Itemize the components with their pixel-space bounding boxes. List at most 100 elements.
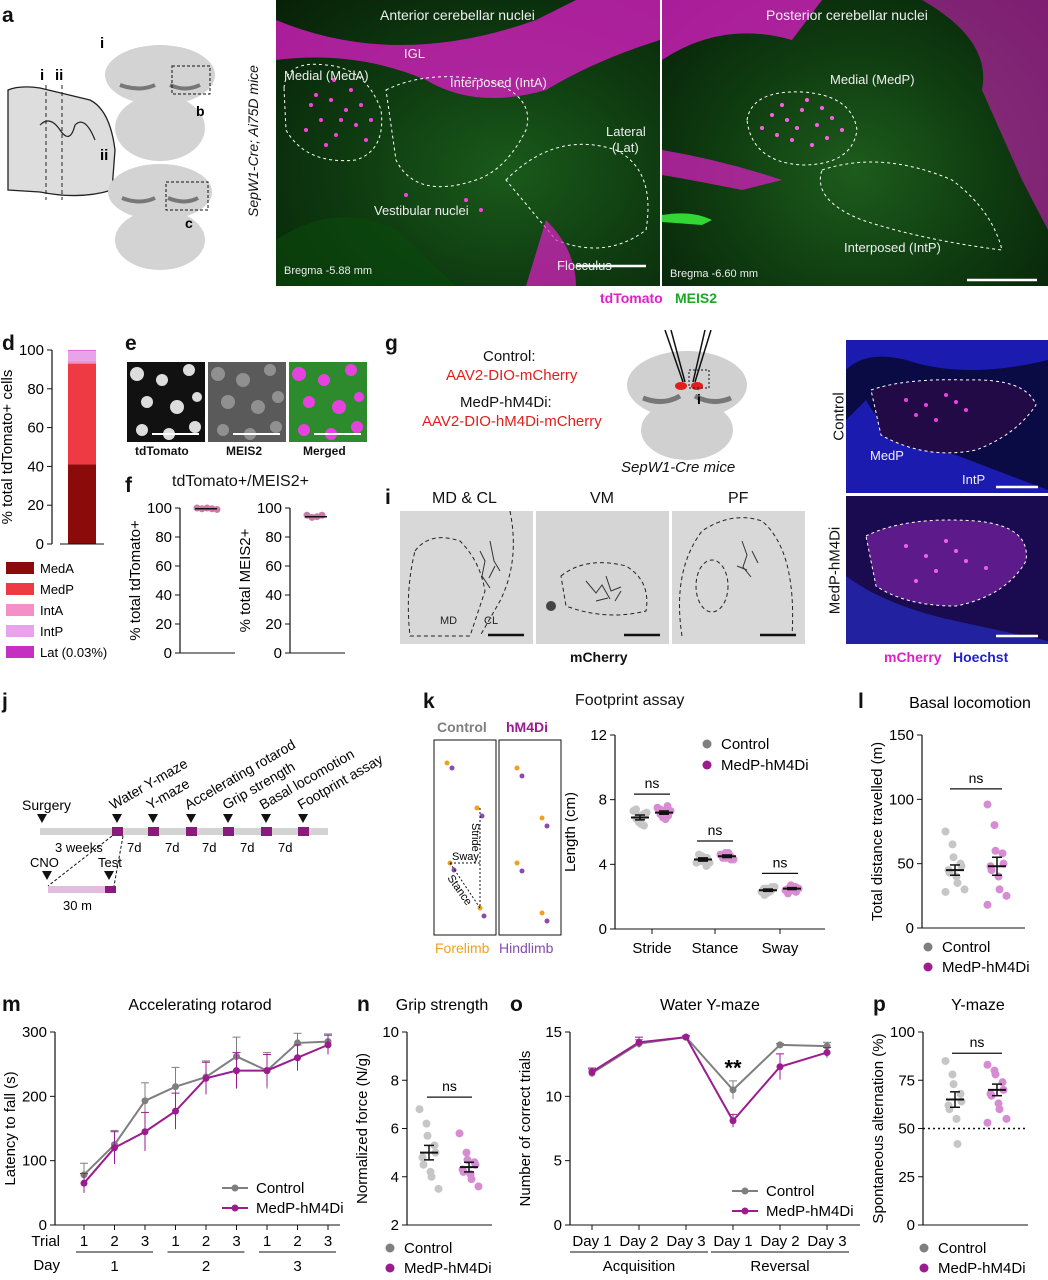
j-surgery: Surgery <box>22 797 71 813</box>
h-hoechst-label: Hoechst <box>953 649 1009 665</box>
n-control-point <box>434 1184 443 1193</box>
d-legend-swatch <box>6 646 34 658</box>
o-point <box>823 1049 831 1057</box>
o-x-tick-label: Day 2 <box>760 1233 799 1250</box>
n-hm4di-point <box>462 1148 471 1157</box>
m-y-tick-label: 0 <box>39 1217 47 1234</box>
meda-label: Medial (MedA) <box>284 68 369 83</box>
f-title: tdTomato+/MEIS2+ <box>172 473 309 490</box>
n-hm4di-legend-marker <box>385 1263 395 1273</box>
l-y-tick-label: 100 <box>889 791 914 808</box>
flocculus-label: Flocculus <box>557 258 612 273</box>
d-y-tick-label: 100 <box>19 342 44 359</box>
p-hm4di-point <box>983 1060 992 1069</box>
coronal-section-i-icon <box>105 45 215 161</box>
f1-y-tick-label: 20 <box>155 616 172 633</box>
d-legend-swatch <box>6 604 34 616</box>
d-legend-label: Lat (0.03%) <box>40 645 107 660</box>
n-control-point <box>422 1119 431 1128</box>
f2-y-tick-label: 0 <box>274 645 282 662</box>
panel-label-l: l <box>858 690 864 713</box>
chart-f1: 0 20 40 60 80 100% total tdTomato+ <box>127 500 235 662</box>
m-point <box>202 1074 210 1082</box>
o-point <box>729 1117 737 1125</box>
footprint-schematic: Stride Sway Stance <box>433 739 562 936</box>
chart-o: Water Y-maze 0 5 10 15 Number of correct tria… <box>517 997 860 1275</box>
m-legend-label: MedP-hM4Di <box>256 1200 344 1217</box>
f2-y-tick-label: 40 <box>265 587 282 604</box>
o-line-control <box>591 1036 828 1092</box>
l-control-point <box>949 853 958 862</box>
i-title-1: MD & CL <box>432 490 497 507</box>
o-y-tick-label: 15 <box>545 1024 562 1041</box>
k-sig-label: ns <box>708 822 723 838</box>
panel-label-k: k <box>423 690 435 713</box>
j-min: 30 m <box>63 898 92 913</box>
o-point <box>729 1086 737 1094</box>
o-y-tick-label: 0 <box>554 1217 562 1234</box>
panel-label-m: m <box>2 993 21 1016</box>
micrograph-h-control: MedP IntP <box>846 340 1048 493</box>
panel-label-a: a <box>2 4 14 27</box>
k-title: Footprint assay <box>575 692 685 709</box>
m-trial-tick-label: 1 <box>171 1233 179 1250</box>
p-hm4di-legend-marker <box>919 1263 929 1273</box>
n-y-tick-label: 2 <box>391 1217 399 1234</box>
o-point <box>682 1033 690 1041</box>
l-hm4di-legend-marker <box>923 962 933 972</box>
panel-label-d: d <box>2 332 15 355</box>
p-y-label: Spontaneous alternation (%) <box>870 1033 887 1223</box>
p-title: Y-maze <box>951 997 1005 1014</box>
m-legend-marker <box>231 1184 239 1192</box>
panel-label-i: i <box>385 486 391 509</box>
n-control-legend-label: Control <box>404 1240 452 1257</box>
m-point <box>80 1179 88 1187</box>
k-hm4di-point <box>661 815 670 824</box>
j-weeks: 3 weeks <box>55 840 103 855</box>
d-y-tick-label: 0 <box>36 536 44 553</box>
f2-y-tick-label: 80 <box>265 529 282 546</box>
p-control-legend-marker <box>919 1243 929 1253</box>
n-y-tick-label: 10 <box>382 1024 399 1041</box>
l-control-point <box>953 878 962 887</box>
lat-label-line1: Lateral <box>606 124 646 139</box>
p-hm4di-point <box>983 1118 992 1127</box>
o-line-hm4di <box>591 1036 828 1123</box>
d-legend-swatch <box>6 625 34 637</box>
j-test: Test <box>98 855 122 870</box>
surgery-marker-icon <box>37 814 47 823</box>
f1-y-tick-label: 60 <box>155 558 172 575</box>
merged-tile <box>289 362 367 442</box>
m-trial-tick-label: 2 <box>110 1233 118 1250</box>
p-hm4di-point <box>1002 1114 1011 1123</box>
p-y-tick-label: 0 <box>907 1217 915 1234</box>
p-control-legend-label: Control <box>938 1240 986 1257</box>
m-y-label: Latency to fall (s) <box>2 1071 19 1185</box>
i-md-label: MD <box>440 615 458 627</box>
f2-y-tick-label: 100 <box>257 500 282 517</box>
k-sig-label: ns <box>645 775 660 791</box>
tdtomato-tile <box>127 362 205 442</box>
injection-schematic: i <box>627 330 747 460</box>
m-trial-tick-label: 3 <box>141 1233 149 1250</box>
n-y-tick-label: 4 <box>391 1169 399 1186</box>
d-y-tick-label: 20 <box>27 497 44 514</box>
e-label-merged: Merged <box>303 444 346 458</box>
m-trial-tick-label: 3 <box>232 1233 240 1250</box>
timeline-j: Surgery 3 weeks 7d 7d 7d 7d 7d CNO Test … <box>22 736 385 913</box>
p-control-point <box>948 1070 957 1079</box>
g-hm4di-label: MedP-hM4Di: <box>460 394 552 411</box>
d-y-tick-label: 60 <box>27 420 44 437</box>
l-control-point <box>941 887 950 896</box>
o-point <box>635 1038 643 1046</box>
l-control-point <box>960 885 969 894</box>
m-day-tick-label: 1 <box>110 1258 118 1275</box>
o-x-tick-label: Day 3 <box>666 1233 705 1250</box>
p-control-point <box>941 1056 950 1065</box>
n-control-point <box>415 1105 424 1114</box>
j-day-3: 7d <box>240 840 254 855</box>
bregma-c-label: Bregma -6.60 mm <box>670 268 759 280</box>
m-legend-marker <box>231 1204 239 1212</box>
box-b-label: b <box>196 103 205 119</box>
l-hm4di-point <box>998 849 1007 858</box>
